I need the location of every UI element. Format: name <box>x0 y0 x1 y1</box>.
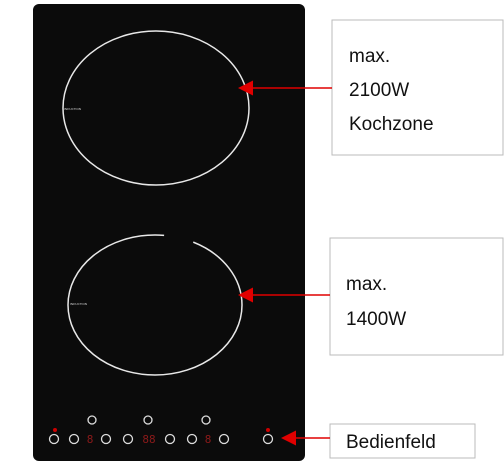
zone-label: INDUCTION <box>64 107 81 111</box>
indicator <box>266 428 270 432</box>
callout-box <box>330 238 503 355</box>
callout-text: Bedienfeld <box>346 432 436 453</box>
callout-text: max. <box>349 46 390 67</box>
display: 8 <box>205 433 212 446</box>
display: 8 <box>87 433 94 446</box>
zone-label: INDUCTION <box>70 302 87 306</box>
display: 88 <box>142 433 155 446</box>
callout-text: Kochzone <box>349 114 434 135</box>
indicator <box>53 428 57 432</box>
diagram: INDUCTION INDUCTION 8 88 8 max. 2100W Ko <box>0 0 504 466</box>
callout-text: 2100W <box>349 80 409 101</box>
callout-text: max. <box>346 274 387 295</box>
callout-text: 1400W <box>346 309 406 330</box>
